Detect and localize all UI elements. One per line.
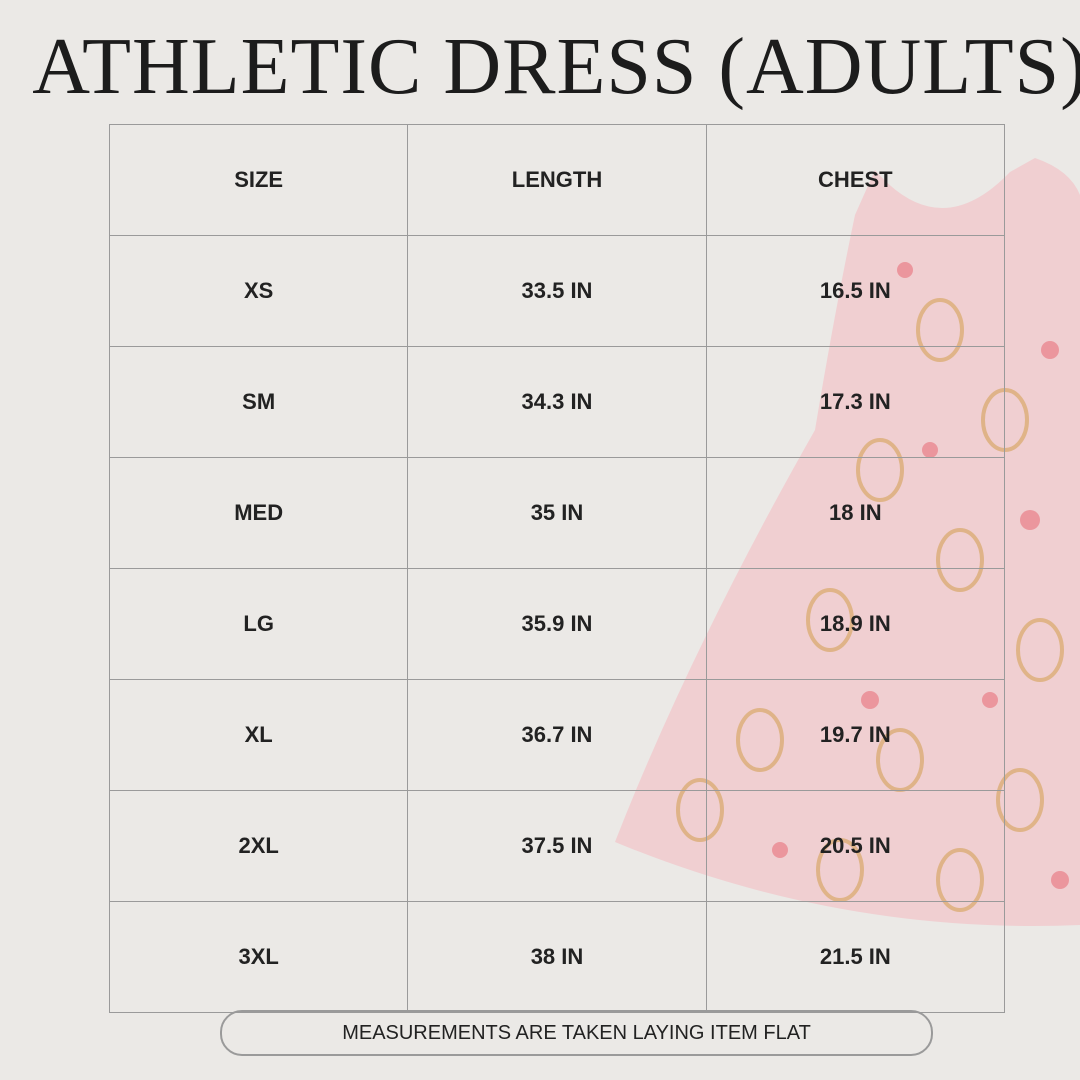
table-cell: CHEST	[705, 124, 1006, 236]
table-row: XS 33.5 IN 16.5 IN	[108, 235, 1006, 347]
table-cell: 20.5 IN	[705, 790, 1006, 902]
table-row: MED 35 IN 18 IN	[108, 457, 1006, 569]
table-cell: 33.5 IN	[407, 235, 707, 347]
table-cell: 37.5 IN	[407, 790, 707, 902]
title: ATHLETIC DRESS (ADULTS)	[32, 23, 1080, 111]
table-cell: 21.5 IN	[705, 901, 1006, 1013]
table-cell: SIZE	[108, 124, 409, 236]
table-cell: 18.9 IN	[705, 568, 1006, 680]
table-row: LG 35.9 IN 18.9 IN	[108, 568, 1006, 680]
table-cell: LG	[108, 568, 409, 680]
header-row: SIZE LENGTH CHEST	[108, 124, 1006, 236]
table-cell: LENGTH	[407, 124, 707, 236]
table-row: XL 36.7 IN 19.7 IN	[108, 679, 1006, 791]
table-cell: 36.7 IN	[407, 679, 707, 791]
table-cell: XL	[108, 679, 409, 791]
footer-note: MEASUREMENTS ARE TAKEN LAYING ITEM FLAT	[220, 1010, 933, 1056]
table-cell: 38 IN	[407, 901, 707, 1013]
table-cell: 2XL	[108, 790, 409, 902]
table-cell: XS	[108, 235, 409, 347]
table-cell: MED	[108, 457, 409, 569]
table-cell: 35 IN	[407, 457, 707, 569]
table-cell: 3XL	[108, 901, 409, 1013]
table-cell: 16.5 IN	[705, 235, 1006, 347]
table-cell: 18 IN	[705, 457, 1006, 569]
table-cell: 19.7 IN	[705, 679, 1006, 791]
table-row: 3XL 38 IN 21.5 IN	[108, 901, 1006, 1013]
size-table: SIZE LENGTH CHEST XS 33.5 IN 16.5 IN SM 34.3 IN…	[108, 124, 1006, 1013]
table-row: SM 34.3 IN 17.3 IN	[108, 346, 1006, 458]
table-cell: 35.9 IN	[407, 568, 707, 680]
table-row: 2XL 37.5 IN 20.5 IN	[108, 790, 1006, 902]
table-cell: SM	[108, 346, 409, 458]
table-cell: 17.3 IN	[705, 346, 1006, 458]
table-cell: 34.3 IN	[407, 346, 707, 458]
